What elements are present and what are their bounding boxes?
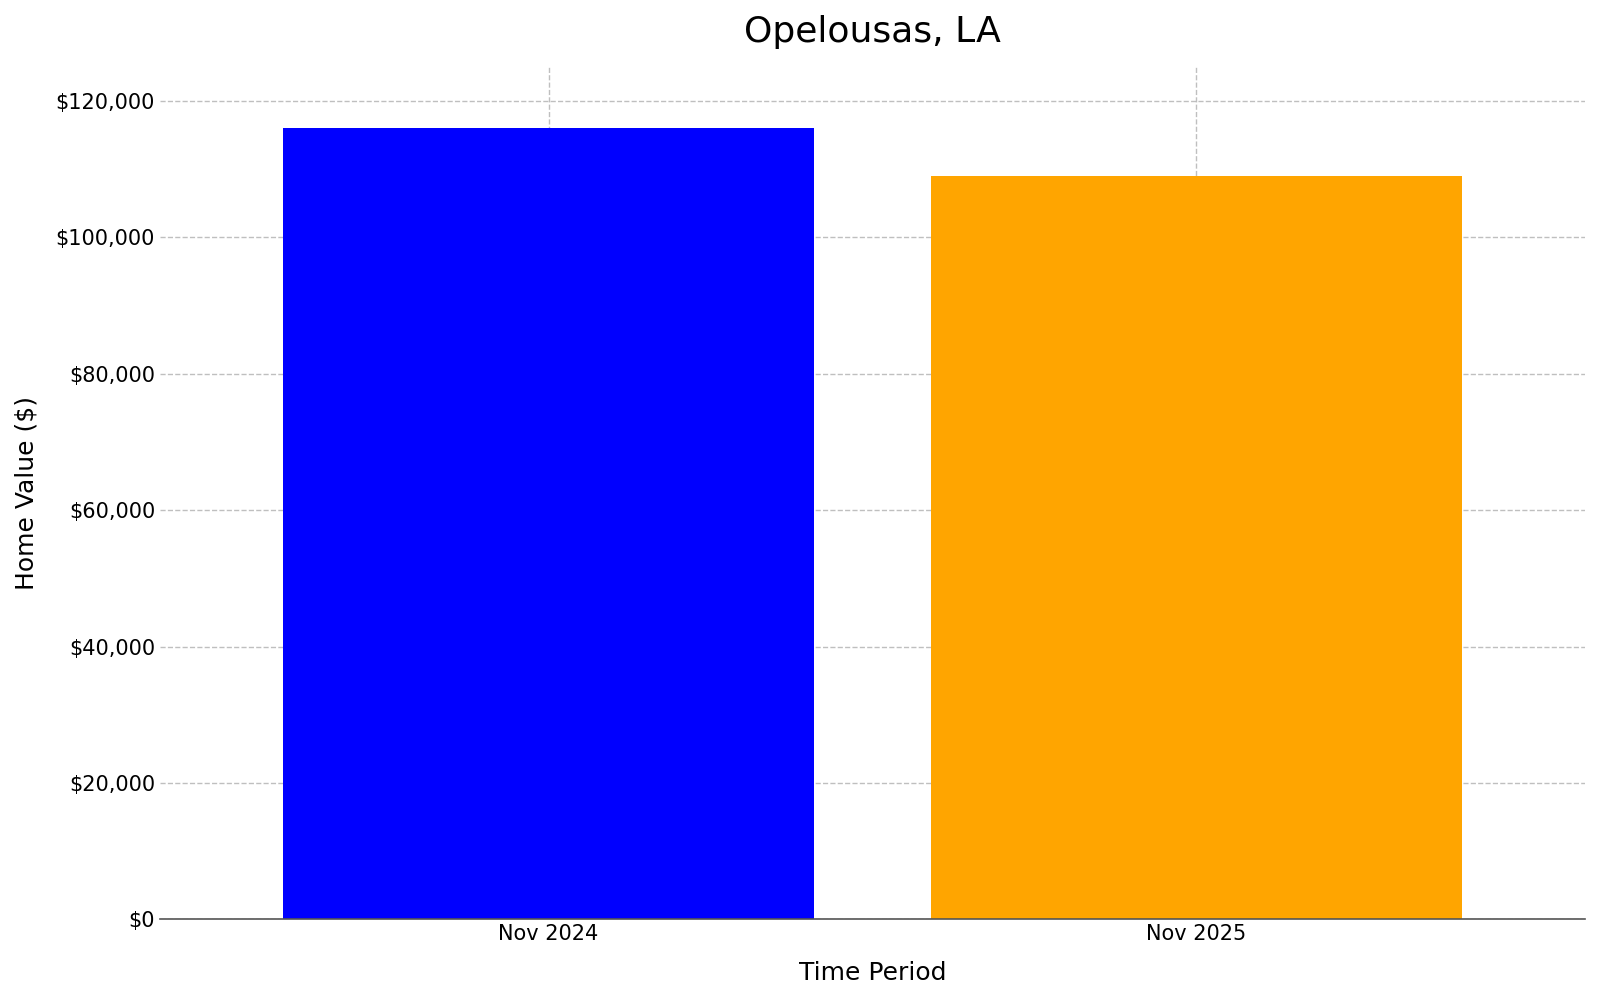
Title: Opelousas, LA: Opelousas, LA (744, 15, 1002, 49)
Bar (931, 176, 1462, 919)
Y-axis label: Home Value ($): Home Value ($) (14, 396, 38, 590)
X-axis label: Time Period: Time Period (798, 961, 946, 985)
Bar (283, 128, 814, 919)
